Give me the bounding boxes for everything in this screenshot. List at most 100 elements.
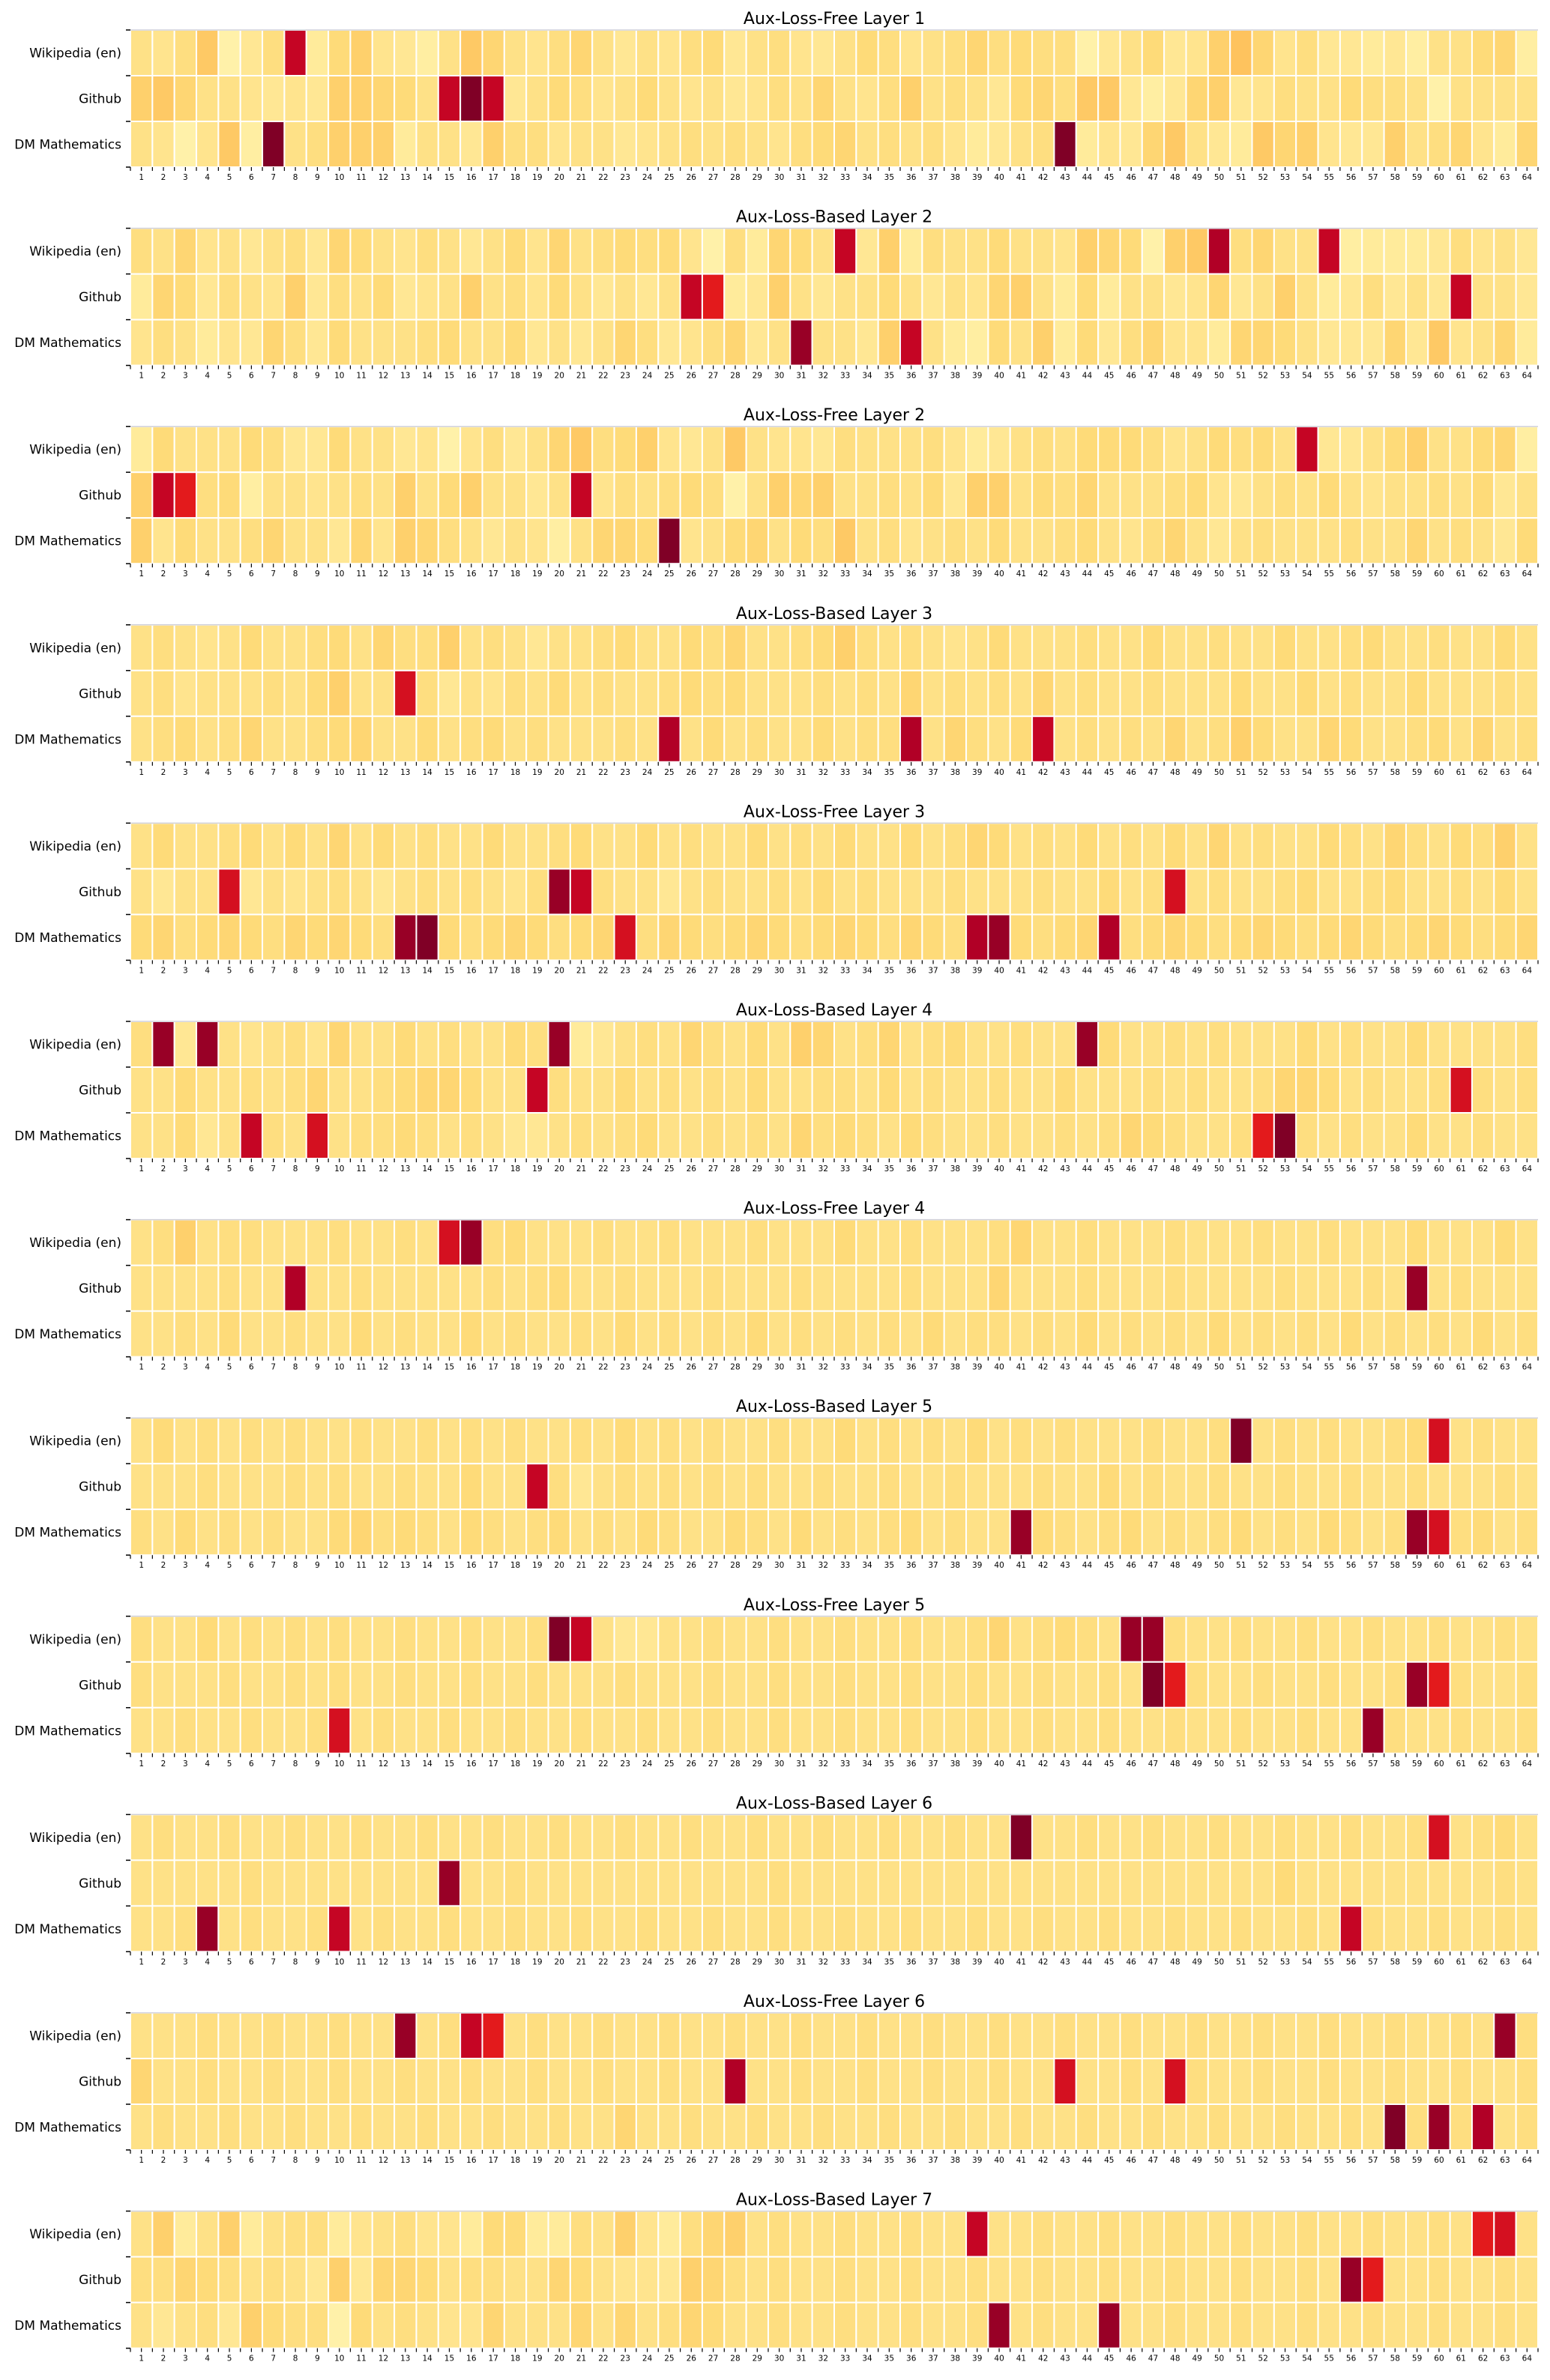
heatmap-cell xyxy=(1229,2012,1253,2059)
heatmap-cell xyxy=(943,121,968,168)
heatmap-cell xyxy=(855,1310,879,1358)
heatmap-cell xyxy=(415,1264,439,1312)
heatmap-cell xyxy=(173,2103,198,2151)
heatmap-cell xyxy=(371,1859,396,1907)
heatmap-cell xyxy=(1471,1813,1495,1861)
heatmap-cell xyxy=(151,2058,175,2105)
heatmap-cell xyxy=(547,669,571,717)
heatmap-cell xyxy=(877,2256,902,2304)
heatmap-cell xyxy=(965,1905,989,1953)
heatmap-cell xyxy=(635,1218,660,1266)
heatmap-cell xyxy=(503,2210,528,2258)
x-tick-label: 24 xyxy=(642,1760,653,1769)
x-tick-label: 43 xyxy=(1060,2355,1070,2364)
x-tick-label: 33 xyxy=(840,768,850,777)
heatmap-cell xyxy=(503,1508,528,1556)
heatmap-cell xyxy=(525,1615,549,1663)
heatmap-cell xyxy=(459,868,483,916)
heatmap-cell xyxy=(437,471,462,519)
heatmap-cell xyxy=(1515,1813,1539,1861)
x-tick-label: 51 xyxy=(1236,1165,1246,1174)
heatmap-cell xyxy=(547,2012,571,2059)
heatmap-cell xyxy=(1009,1615,1034,1663)
heatmap-cell xyxy=(767,1661,791,1709)
x-tick-label: 62 xyxy=(1478,1957,1488,1966)
heatmap-cell xyxy=(283,517,307,565)
x-tick-label: 41 xyxy=(1016,1561,1026,1570)
heatmap-cell xyxy=(130,1310,154,1358)
heatmap-cell xyxy=(1273,1813,1297,1861)
x-tick-label: 33 xyxy=(840,173,850,182)
row-label: DM Mathematics xyxy=(14,732,121,747)
heatmap-cell xyxy=(833,1813,857,1861)
heatmap-cell xyxy=(745,669,769,717)
heatmap-cell xyxy=(877,2210,902,2258)
heatmap-cell xyxy=(1229,517,1253,565)
x-tick-label: 42 xyxy=(1038,570,1048,579)
x-tick-label: 53 xyxy=(1280,1363,1290,1372)
x-tick-label: 52 xyxy=(1258,1165,1268,1174)
heatmap-cell xyxy=(173,669,198,717)
x-tick-label: 11 xyxy=(356,173,366,182)
heatmap-cell xyxy=(701,1264,726,1312)
x-tick-label: 7 xyxy=(271,1561,276,1570)
x-tick-label: 31 xyxy=(796,768,806,777)
heatmap-cell xyxy=(811,669,835,717)
heatmap-cell xyxy=(1449,2301,1473,2349)
heatmap-cell xyxy=(1471,1264,1495,1312)
heatmap-cell xyxy=(1515,1905,1539,1953)
heatmap-cell xyxy=(1163,822,1187,870)
heatmap-cell xyxy=(811,75,835,122)
heatmap-cell xyxy=(701,2058,726,2105)
heatmap-cell xyxy=(1229,1112,1253,1159)
heatmap-cell xyxy=(877,273,902,321)
heatmap-cell xyxy=(1361,715,1385,763)
heatmap-cell xyxy=(173,2256,198,2304)
x-tick-label: 35 xyxy=(884,570,894,579)
x-tick-label: 26 xyxy=(687,1363,697,1372)
heatmap-cell xyxy=(1185,1905,1209,1953)
heatmap-cell xyxy=(437,1264,462,1312)
heatmap-cell xyxy=(635,273,660,321)
heatmap-cell xyxy=(569,1310,594,1358)
heatmap-cell xyxy=(591,669,615,717)
x-tick-label: 1 xyxy=(139,1561,144,1570)
heatmap-cell xyxy=(1009,1813,1034,1861)
heatmap-cell xyxy=(1185,1310,1209,1358)
heatmap-cell xyxy=(1009,715,1034,763)
heatmap-cell xyxy=(899,1021,923,1068)
heatmap-cell xyxy=(1141,471,1165,519)
heatmap-cell xyxy=(899,1417,923,1465)
heatmap-cell xyxy=(481,1310,505,1358)
heatmap-cell xyxy=(921,121,945,168)
heatmap-cell xyxy=(965,2012,989,2059)
heatmap-cell xyxy=(1009,2301,1034,2349)
heatmap-cell xyxy=(130,517,154,565)
heatmap-cell xyxy=(1009,623,1034,671)
heatmap-cell xyxy=(415,471,439,519)
heatmap-cell xyxy=(371,1021,396,1068)
heatmap-cell xyxy=(1515,517,1539,565)
heatmap-cell xyxy=(1383,1021,1407,1068)
heatmap-cell xyxy=(569,1417,594,1465)
heatmap-cell xyxy=(1075,75,1100,122)
heatmap-cell xyxy=(569,1508,594,1556)
heatmap-cell xyxy=(1185,318,1209,366)
x-tick-label: 10 xyxy=(334,1760,344,1769)
heatmap-cell xyxy=(1207,1264,1231,1312)
heatmap-cell xyxy=(723,822,747,870)
x-tick-label: 34 xyxy=(862,966,872,975)
heatmap-cell xyxy=(371,669,396,717)
heatmap-cell xyxy=(1515,1021,1539,1068)
x-tick-label: 7 xyxy=(271,570,276,579)
heatmap-cell xyxy=(965,471,989,519)
heatmap-cell xyxy=(1427,1417,1451,1465)
heatmap-cell xyxy=(701,1218,726,1266)
heatmap-cell xyxy=(1361,1264,1385,1312)
heatmap-cell xyxy=(547,1417,571,1465)
heatmap-cell xyxy=(503,29,528,76)
heatmap-cell xyxy=(547,2058,571,2105)
heatmap-cell xyxy=(547,318,571,366)
heatmap-cell xyxy=(196,1310,220,1358)
heatmap-cell xyxy=(789,1859,813,1907)
